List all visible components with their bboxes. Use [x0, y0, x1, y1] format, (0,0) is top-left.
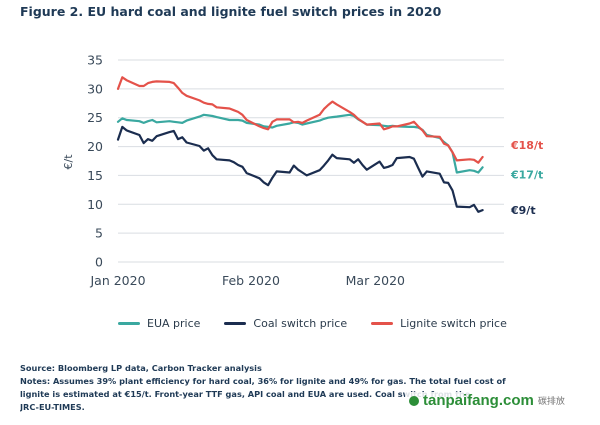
source-note: Source: Bloomberg LP data, Carbon Tracke… — [20, 363, 262, 373]
legend-label-lignite: Lignite switch price — [400, 317, 507, 330]
chart-legend: EUA price Coal switch price Lignite swit… — [118, 317, 507, 330]
legend-item-eua: EUA price — [118, 317, 200, 330]
chart-title: Figure 2. EU hard coal and lignite fuel … — [20, 4, 442, 19]
legend-item-coal: Coal switch price — [224, 317, 347, 330]
x-tick-label: Feb 2020 — [222, 273, 280, 288]
x-tick-label: Jan 2020 — [89, 273, 145, 288]
y-tick-label: 10 — [87, 197, 103, 212]
end-labels: €17/t €9/t €18/t — [510, 139, 543, 217]
x-tick-labels: Jan 2020 Feb 2020 Mar 2020 — [89, 273, 405, 288]
watermark-text: tanpaifang.com — [423, 392, 534, 409]
end-label-0: €17/t — [510, 168, 543, 181]
end-label-2: €18/t — [510, 139, 543, 152]
y-tick-label: 30 — [87, 81, 103, 96]
legend-label-coal: Coal switch price — [253, 317, 348, 330]
series-line-1 — [116, 125, 484, 213]
legend-swatch-coal — [224, 322, 247, 325]
x-tick-label: Mar 2020 — [346, 273, 405, 288]
legend-item-lignite: Lignite switch price — [371, 317, 507, 330]
watermark-sub: 碳排放 — [537, 396, 565, 406]
series-line-2 — [116, 76, 484, 164]
notes-line-3: JRC-EU-TIMES. — [20, 402, 85, 412]
y-axis-label: €/t — [62, 154, 75, 170]
notes-line-1: Notes: Assumes 39% plant efficiency for … — [20, 376, 506, 386]
legend-label-eua: EUA price — [147, 317, 201, 330]
figure-notes: Source: Bloomberg LP data, Carbon Tracke… — [20, 362, 590, 414]
y-tick-label: 0 — [95, 255, 103, 270]
legend-swatch-lignite — [371, 322, 394, 325]
end-label-1: €9/t — [510, 204, 536, 217]
y-tick-label: 35 — [87, 53, 103, 68]
legend-swatch-eua — [118, 322, 140, 325]
watermark-logo: tanpaifang.com 碳排放 — [405, 392, 569, 409]
y-tick-label: 5 — [95, 226, 103, 241]
series-lines — [116, 76, 484, 213]
gridlines — [118, 59, 504, 263]
notes-line-2: lignite is estimated at €15/t. Front-yea… — [20, 389, 471, 399]
y-tick-label: 15 — [87, 168, 103, 183]
y-tick-label: 25 — [87, 110, 103, 125]
y-tick-label: 20 — [87, 139, 103, 154]
leaf-icon — [409, 395, 419, 406]
y-tick-labels: 0 5 10 15 20 25 30 35 — [87, 53, 103, 270]
